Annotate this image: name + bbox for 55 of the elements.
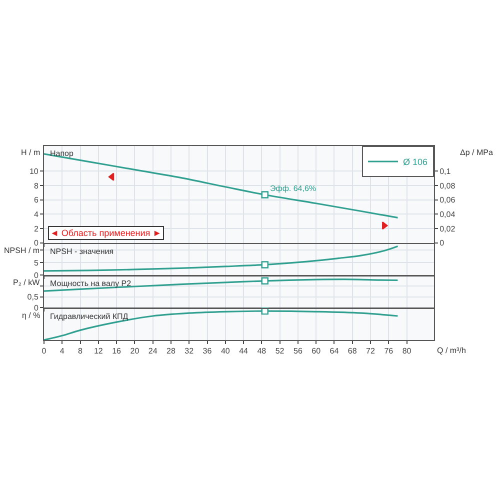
annotation: Мощность на валу P2 [50, 279, 132, 288]
x-tick-label: 8 [78, 346, 84, 356]
annotation: NPSH - значения [50, 247, 114, 256]
y2-tick-label: 0,02 [440, 224, 456, 234]
y-tick-label: 0 [34, 271, 39, 280]
x-tick-label: 64 [330, 346, 340, 356]
y-tick-label: 4 [34, 210, 39, 219]
x-tick-label: 36 [202, 346, 212, 356]
line-series [44, 245, 399, 272]
y2-tick-label: 0,06 [440, 196, 456, 205]
x-tick-label: 12 [94, 346, 104, 356]
x-tick-label: 20 [130, 346, 140, 356]
x-tick-label: 68 [348, 346, 358, 356]
y-tick-label: 10 [29, 166, 39, 176]
y-axis-title: P₂ / kW [13, 278, 40, 287]
x-tick-label: 56 [293, 346, 303, 356]
point [382, 222, 388, 230]
annotation: Эфф. 64,6% [270, 184, 316, 193]
annotation: Напор [50, 149, 74, 158]
line-series [44, 278, 399, 292]
y-axis-title: NPSH / m [4, 246, 40, 255]
x-tick-label: 16 [112, 346, 122, 356]
x-tick-label: 76 [384, 346, 394, 356]
y-tick-label: 8 [34, 181, 39, 190]
y2-tick-label: 0,08 [440, 181, 456, 190]
x-tick-label: 4 [60, 346, 65, 356]
x-tick-label: 80 [402, 346, 412, 356]
y-axis-title: η / % [22, 311, 40, 320]
x-tick-label: 72 [366, 346, 376, 356]
x-tick-label: 40 [220, 346, 230, 356]
point [261, 191, 268, 198]
annotation: ◄ Область применения ► [50, 228, 162, 238]
point [108, 172, 114, 181]
y-tick-label: 2 [34, 224, 39, 234]
y2-tick-label: 0 [440, 238, 445, 248]
y-tick-label: 0 [34, 303, 39, 312]
x-tick-label: 24 [148, 346, 158, 356]
x-tick-label: 28 [166, 346, 176, 356]
y-tick-label: 6 [34, 196, 39, 205]
y-tick-label: 5 [34, 258, 39, 268]
y2-tick-label: 0,1 [440, 166, 452, 176]
y2-tick-label: 0,04 [440, 210, 456, 219]
x-tick-label: 52 [275, 346, 285, 356]
x-tick-label: 0 [42, 346, 47, 356]
x-tick-label: 60 [312, 346, 322, 356]
x-tick-label: 48 [257, 346, 267, 356]
x-axis-title: Q / m³/h [437, 346, 466, 355]
y-tick-label: 0 [34, 238, 39, 248]
annotation: Гидравлический КПД [50, 312, 129, 321]
x-tick-label: 32 [184, 346, 194, 356]
y2-axis-title: Δp / MPa [460, 148, 494, 157]
y-axis-title: H / m [21, 148, 40, 157]
x-tick-label: 44 [239, 346, 249, 356]
legend-label: Ø 106 [403, 157, 428, 168]
y-tick-label: 0,5 [27, 292, 39, 302]
